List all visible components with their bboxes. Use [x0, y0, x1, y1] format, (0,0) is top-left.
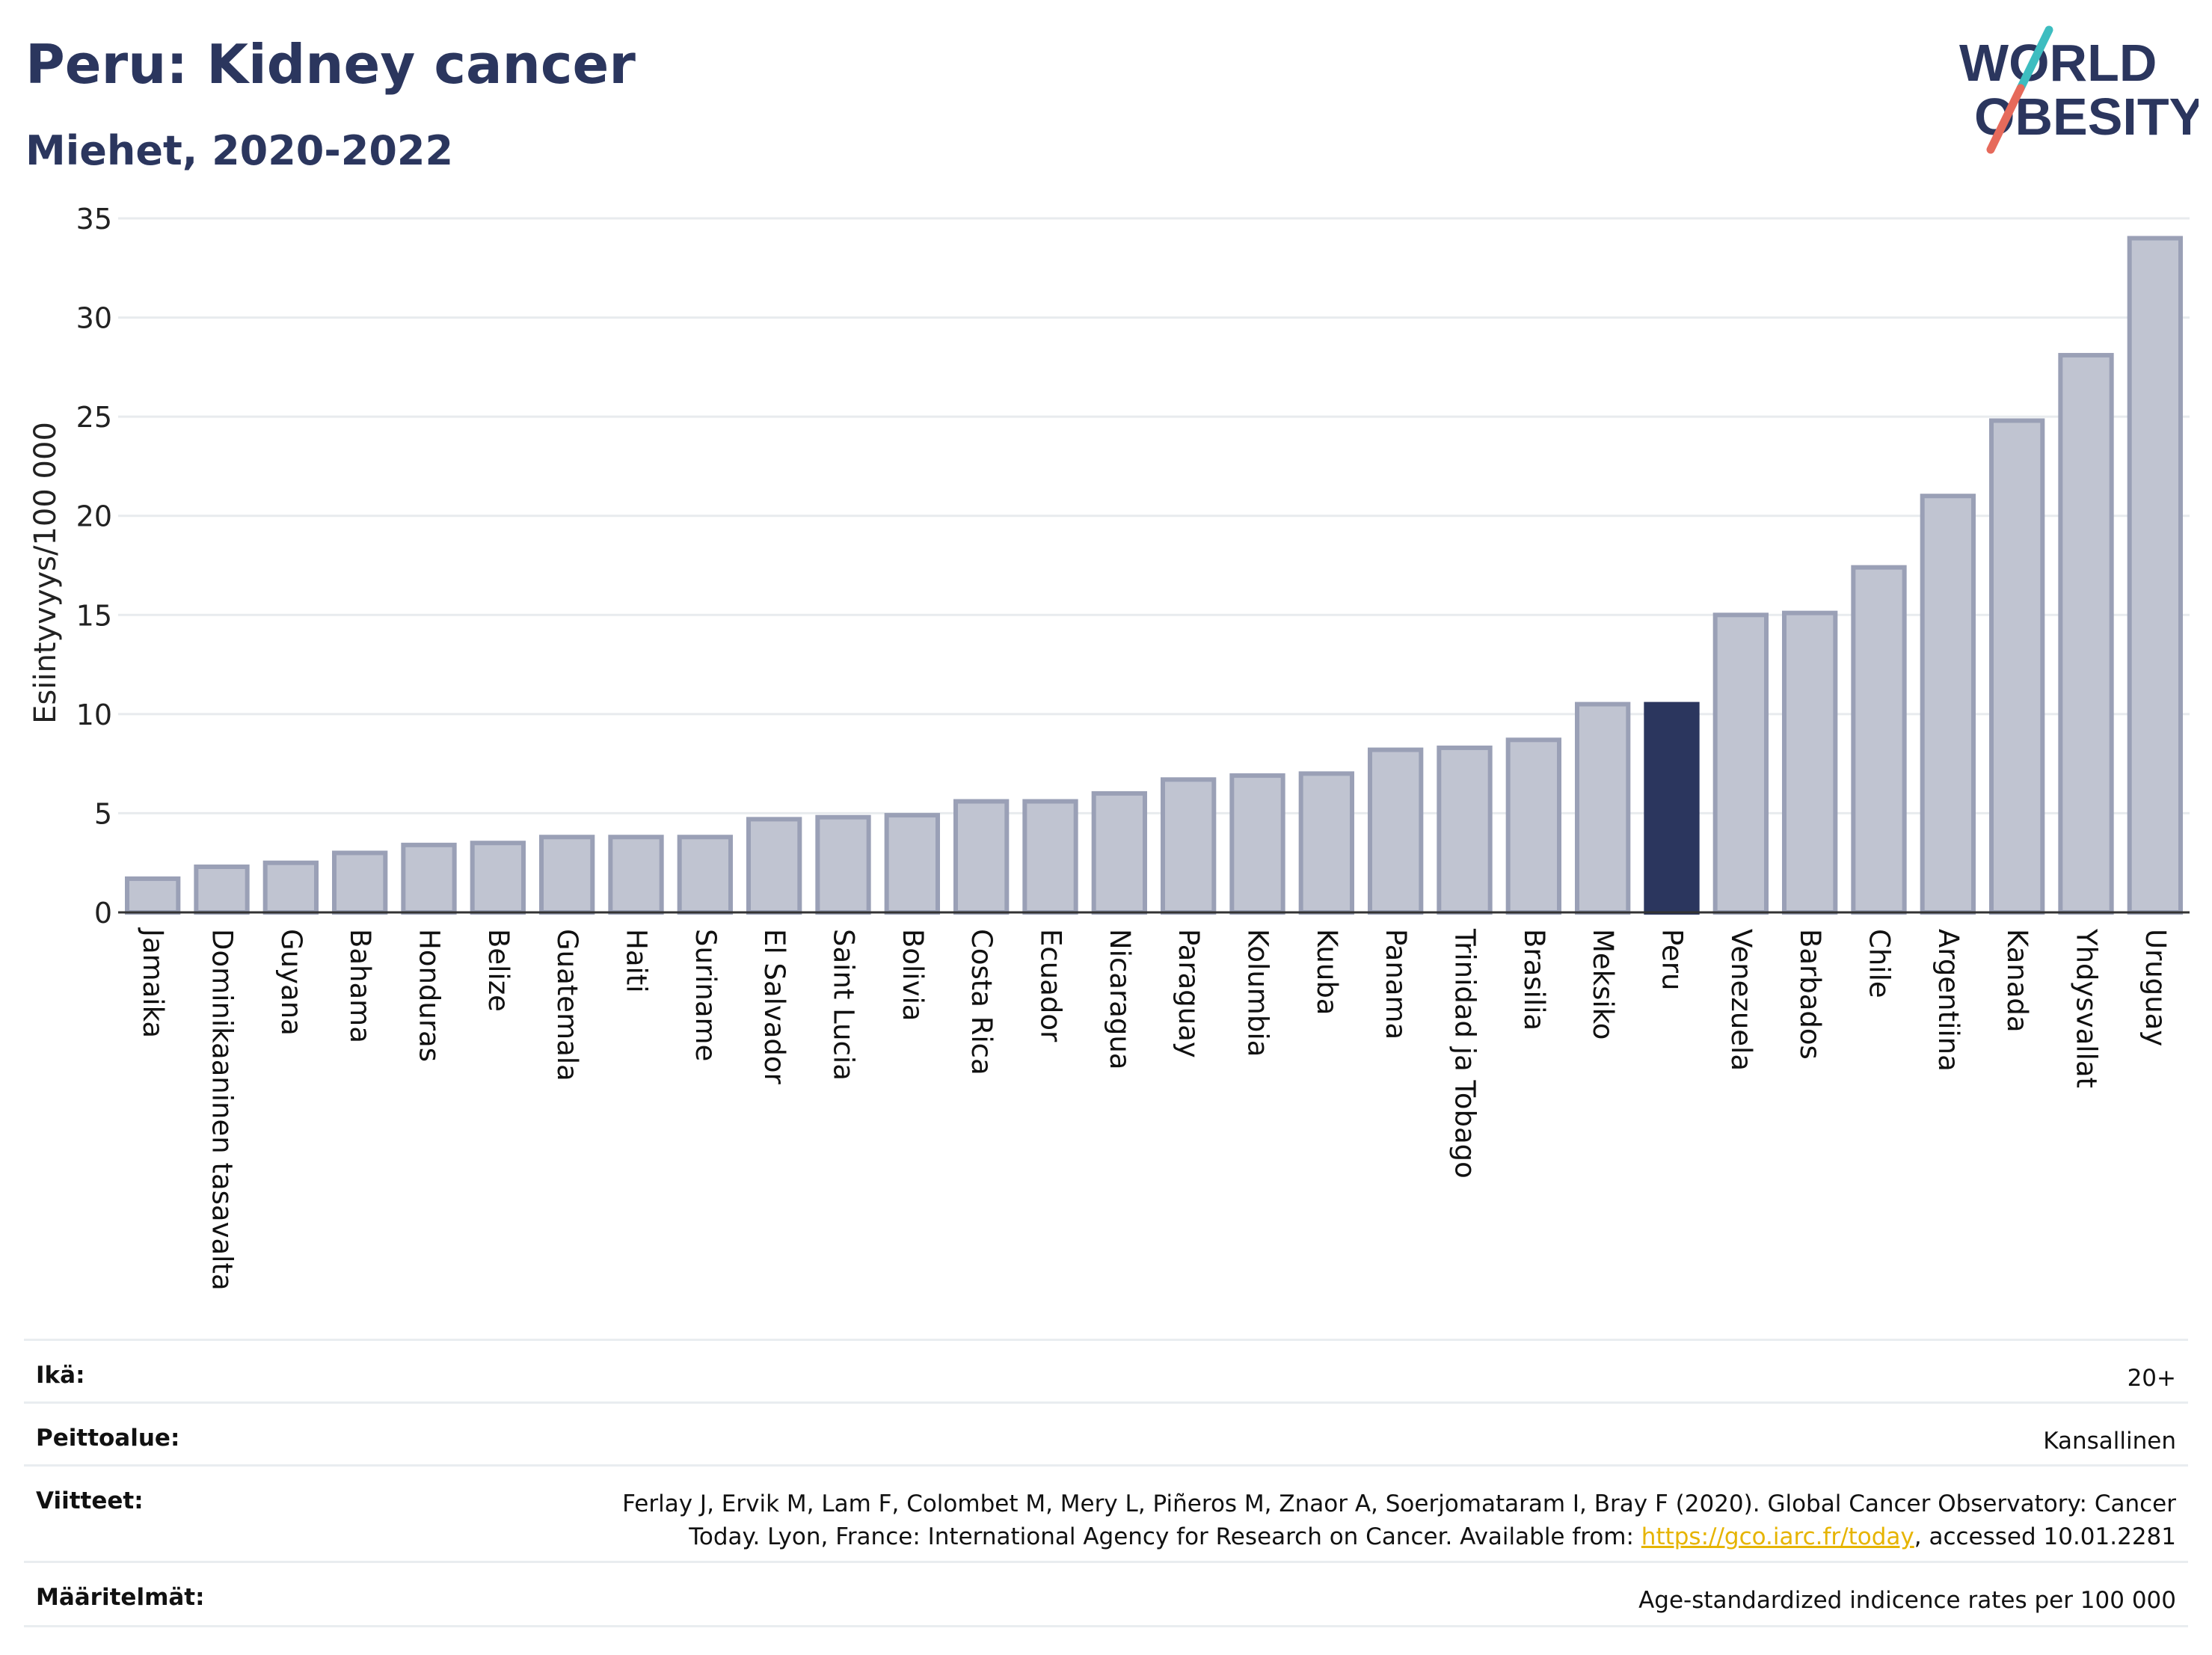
y-tick-label: 20 — [76, 500, 112, 533]
bar-saint-lucia — [815, 814, 871, 915]
bar-dominikaaninen-tasavalta — [194, 865, 250, 915]
references-value: Ferlay J, Ervik M, Lam F, Colombet M, Me… — [622, 1487, 2176, 1561]
page-title: Peru: Kidney cancer — [25, 33, 636, 96]
bar-kanada — [1989, 418, 2045, 915]
footer-row-age: Ikä: 20+ — [24, 1339, 2188, 1401]
definitions-value: Age-standardized indicence rates per 100… — [1638, 1587, 2176, 1614]
definitions-label: Määritelmät: — [36, 1584, 205, 1611]
bar-jamaika — [125, 876, 181, 915]
x-tick-label: El Salvador — [758, 929, 790, 1085]
logo-line2: OBESITY — [1974, 87, 2199, 146]
bar-peru — [1644, 701, 1700, 915]
bar-honduras — [401, 842, 457, 915]
x-tick-label: Peru — [1656, 929, 1689, 990]
x-tick-label: Kanada — [2001, 929, 2033, 1033]
logo-line1: WORLD — [1959, 34, 2157, 92]
bar-guyana — [262, 860, 319, 915]
x-tick-label: Guyana — [275, 929, 307, 1036]
x-tick-label: Trinidad ja Tobago — [1449, 928, 1481, 1179]
footer-row-references: Viitteet: Ferlay J, Ervik M, Lam F, Colo… — [24, 1464, 2188, 1561]
x-tick-label: Bahama — [344, 929, 376, 1043]
bar-uruguay — [2127, 236, 2183, 915]
footer-row-coverage: Peittoalue: Kansallinen — [24, 1401, 2188, 1464]
x-tick-label: Guatemala — [551, 929, 583, 1081]
bar-nicaragua — [1091, 790, 1147, 915]
references-link[interactable]: https://gco.iarc.fr/today — [1641, 1523, 1914, 1550]
x-tick-label: Brasilia — [1518, 929, 1550, 1031]
y-tick-label: 0 — [94, 897, 112, 930]
bar-suriname — [677, 835, 733, 915]
bar-guatemala — [539, 835, 595, 915]
bar-kuuba — [1298, 771, 1354, 915]
y-tick-label: 5 — [94, 797, 112, 830]
metadata-table: Ikä: 20+ Peittoalue: Kansallinen Viittee… — [24, 1339, 2188, 1627]
references-line2-post: , accessed 10.01.2281 — [1914, 1523, 2176, 1550]
bar-meksiko — [1575, 701, 1631, 915]
x-tick-label: Chile — [1864, 929, 1896, 998]
bar-belize — [470, 841, 526, 915]
footer-row-definitions: Määritelmät: Age-standardized indicence … — [24, 1561, 2188, 1627]
x-tick-label: Saint Lucia — [828, 929, 860, 1081]
coverage-value: Kansallinen — [2043, 1428, 2176, 1455]
logo-slash-teal — [2016, 25, 2053, 93]
bar-venezuela — [1712, 612, 1769, 915]
bar-barbados — [1782, 610, 1838, 915]
bar-haiti — [608, 835, 664, 915]
y-tick-label: 10 — [76, 698, 112, 731]
references-label: Viitteet: — [36, 1487, 144, 1514]
logo-slash-coral — [1986, 84, 2025, 154]
x-tick-label: Jamaika — [137, 927, 169, 1038]
bar-brasilia — [1505, 737, 1561, 915]
coverage-label: Peittoalue: — [36, 1425, 180, 1452]
y-tick-label: 30 — [76, 302, 112, 335]
x-tick-label: Bolivia — [897, 929, 929, 1021]
bar-bahama — [332, 850, 388, 915]
bar-argentiina — [1920, 494, 1976, 915]
x-tick-label: Kolumbia — [1242, 929, 1274, 1057]
bar-chart: 0 5 10 15 20 25 30 35 Esiintyvyys/100 000 Jamaika… — [28, 203, 2190, 1291]
x-tick-label: Paraguay — [1173, 929, 1205, 1058]
bar-el-salvador — [746, 817, 802, 915]
x-tick-label: Dominikaaninen tasavalta — [206, 929, 239, 1291]
bar-costa-rica — [953, 799, 1010, 915]
x-tick-label: Kuuba — [1311, 929, 1343, 1015]
x-tick-label: Ecuador — [1035, 929, 1067, 1043]
y-tick-label: 35 — [76, 203, 112, 236]
x-tick-label: Meksiko — [1587, 929, 1619, 1040]
bar-bolivia — [884, 813, 940, 915]
x-tick-label: Honduras — [414, 929, 446, 1062]
y-axis-label: Esiintyvyys/100 000 — [28, 422, 63, 724]
x-tick-label: Nicaragua — [1104, 929, 1136, 1069]
y-tick-label: 25 — [76, 401, 112, 434]
x-tick-label: Suriname — [689, 929, 722, 1061]
age-value: 20+ — [2127, 1365, 2176, 1392]
x-tick-label: Uruguay — [2139, 929, 2172, 1046]
bar-chile — [1851, 565, 1907, 915]
bar-yhdysvallat — [2058, 352, 2114, 915]
bar-ecuador — [1022, 799, 1078, 915]
bar-kolumbia — [1229, 773, 1285, 915]
x-tick-label: Belize — [482, 929, 514, 1012]
x-tick-label: Yhdysvallat — [2071, 928, 2103, 1088]
bar-panama — [1368, 747, 1424, 915]
references-line1: Ferlay J, Ervik M, Lam F, Colombet M, Me… — [622, 1490, 2176, 1517]
x-tick-label: Venezuela — [1725, 929, 1757, 1071]
x-tick-label: Panama — [1380, 929, 1412, 1040]
bar-trinidad-ja-tobago — [1437, 745, 1493, 915]
age-label: Ikä: — [36, 1362, 85, 1389]
x-tick-label: Costa Rica — [965, 929, 998, 1075]
y-tick-label: 15 — [76, 599, 112, 632]
references-line2-pre: Today. Lyon, France: International Agenc… — [689, 1523, 1641, 1550]
x-tick-label: Haiti — [621, 929, 653, 993]
x-tick-label: Barbados — [1794, 929, 1826, 1060]
x-tick-label: Argentiina — [1932, 929, 1964, 1072]
page-subtitle: Miehet, 2020-2022 — [25, 127, 454, 174]
bar-paraguay — [1161, 777, 1217, 915]
world-obesity-logo: WORLD OBESITY — [1959, 25, 2199, 154]
